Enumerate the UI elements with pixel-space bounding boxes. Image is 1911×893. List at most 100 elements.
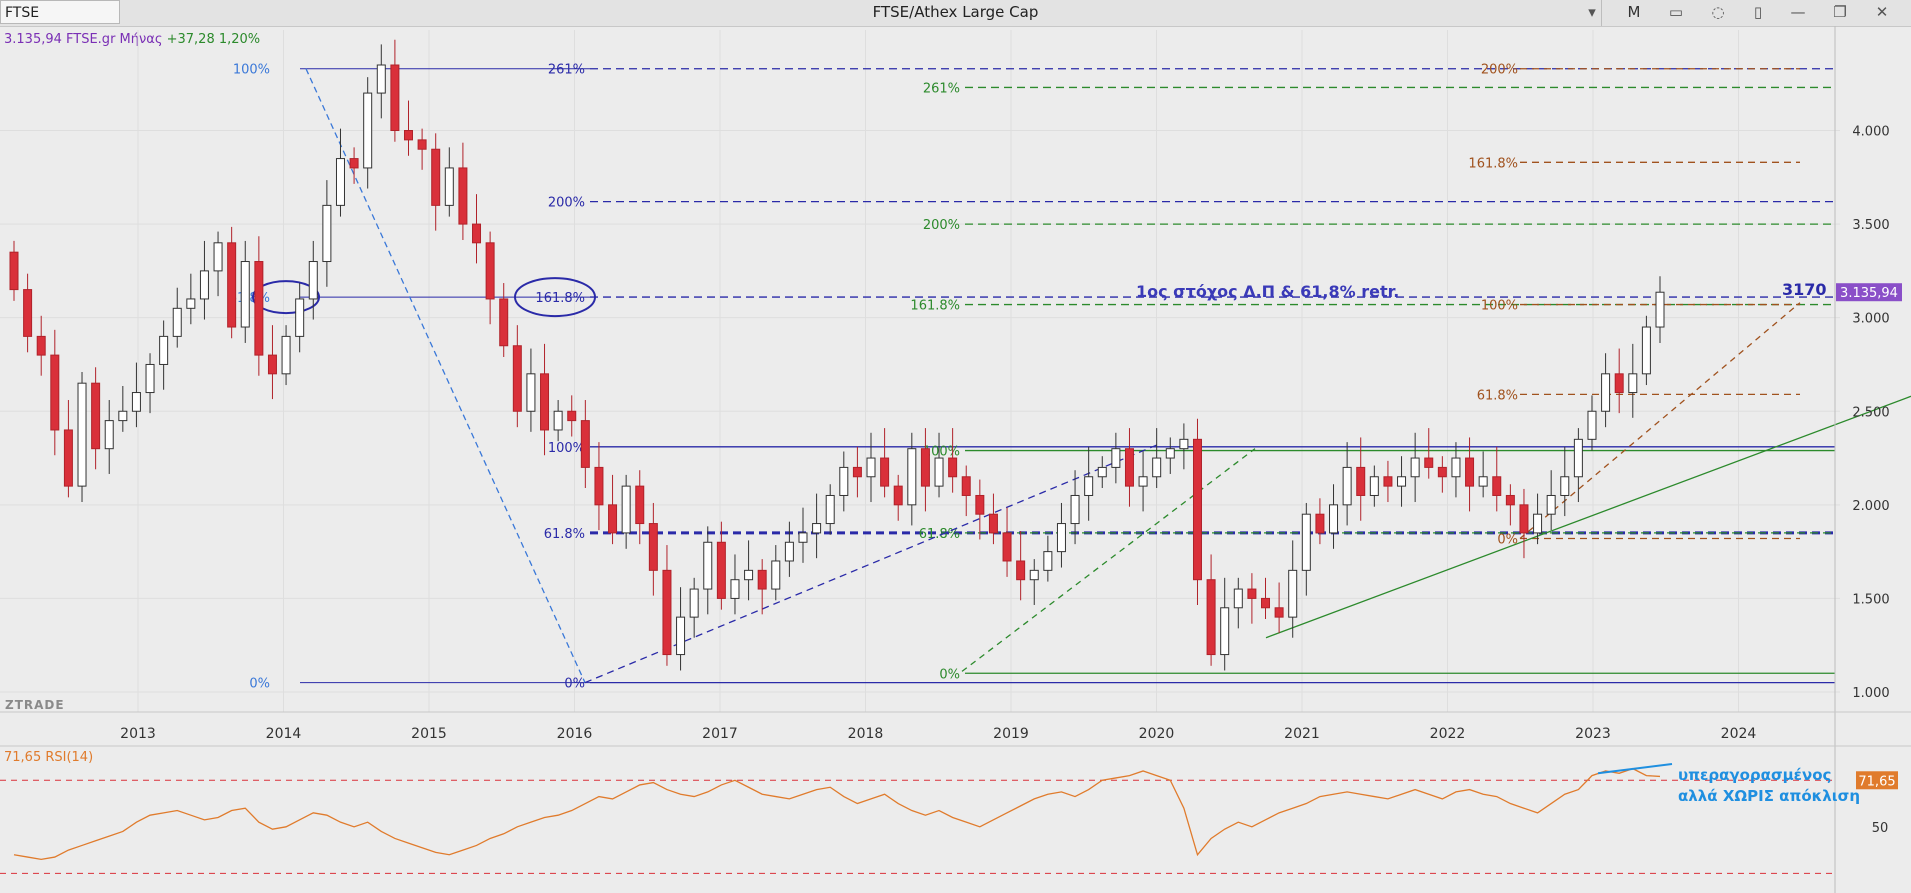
candle-body	[1519, 504, 1529, 534]
candle-body	[934, 457, 944, 487]
trend-line	[1265, 395, 1911, 639]
candle-body	[417, 139, 427, 150]
fib-label: 161.8%	[535, 291, 585, 306]
candle-body	[1329, 504, 1339, 534]
candle-body	[131, 392, 141, 412]
lock-icon[interactable]: ▯	[1753, 3, 1763, 21]
candle-body	[281, 335, 291, 375]
candle-body	[1437, 466, 1447, 478]
candle-body	[1546, 494, 1556, 515]
candle-body	[512, 345, 522, 412]
candle-body	[1097, 466, 1107, 478]
candle-body	[1369, 476, 1379, 496]
candle-body	[608, 504, 618, 534]
candle-body	[621, 485, 631, 534]
candle-body	[907, 448, 917, 506]
candle-body	[1342, 466, 1352, 506]
rsi-note-line2: αλλά ΧΩΡΙΣ απόκλιση	[1678, 787, 1861, 805]
fib-label: 100%	[923, 445, 960, 460]
candle-body	[757, 569, 767, 590]
candle-body	[335, 158, 345, 206]
divider	[1601, 0, 1602, 26]
candle-body	[1424, 457, 1434, 468]
candle-body	[730, 579, 740, 599]
minimize-icon[interactable]: —	[1790, 3, 1806, 21]
y-tick-label: 3.500	[1852, 218, 1889, 233]
candle-body	[1016, 560, 1026, 581]
candle-body	[1601, 373, 1611, 412]
comment-icon[interactable]: ◌	[1711, 3, 1725, 21]
candle-body	[1206, 579, 1216, 656]
candle-body	[648, 523, 658, 571]
candle-body	[1397, 476, 1407, 487]
candle-body	[1111, 448, 1121, 468]
quote-price: 3.135,94 FTSE.gr Μήνας	[4, 32, 163, 47]
fib-label: 100%	[1481, 299, 1518, 314]
fib-label: 100%	[548, 441, 585, 456]
candle-body	[322, 204, 332, 263]
x-tick-label: 2015	[411, 726, 447, 742]
candle-body	[403, 130, 413, 141]
candle-body	[254, 261, 264, 356]
candlestick-series	[9, 39, 1665, 671]
candle-body	[91, 382, 101, 450]
rsi-note: υπεραγορασμένος αλλά ΧΩΡΙΣ απόκλιση	[1678, 765, 1860, 807]
fib-label: 200%	[1481, 63, 1518, 78]
candle-body	[295, 298, 305, 337]
candle-body	[240, 261, 250, 328]
candle-body	[1274, 607, 1284, 618]
candle-body	[1288, 569, 1298, 618]
candle-body	[866, 457, 876, 478]
x-tick-label: 2021	[1284, 726, 1320, 742]
fib-label: 0%	[939, 667, 960, 682]
trend-line	[305, 68, 586, 683]
candle-body	[1655, 291, 1665, 328]
trend-line	[584, 444, 1158, 684]
restore-icon[interactable]: ❐	[1833, 3, 1847, 21]
y-tick-label: 1.000	[1852, 686, 1889, 701]
candle-body	[526, 373, 536, 412]
timeframe-button[interactable]: M	[1627, 3, 1641, 21]
candle-body	[540, 373, 550, 431]
x-tick-label: 2018	[848, 726, 884, 742]
candle-body	[458, 167, 468, 225]
candle-body	[1628, 373, 1638, 394]
candle-body	[376, 64, 386, 94]
candle-body	[784, 541, 794, 562]
candle-body	[1084, 476, 1094, 496]
candle-body	[961, 476, 971, 496]
dropdown-chevron-icon[interactable]: ▾	[1588, 3, 1596, 21]
candle-body	[1641, 326, 1651, 375]
candle-body	[145, 363, 155, 394]
fib-label: 61.8%	[544, 527, 585, 542]
candle-body	[1383, 476, 1393, 487]
window-icon[interactable]: ▭	[1668, 3, 1684, 21]
fibonacci-levels: 100% 61.8% 0% 261% 200% 161.8% 100% 61.8% 0% 261%…	[229, 63, 1835, 692]
candle-body	[444, 167, 454, 206]
candle-body	[1492, 476, 1502, 496]
quote-line: 3.135,94 FTSE.gr Μήνας +37,28 1,20%	[4, 32, 260, 47]
x-tick-label: 2024	[1721, 726, 1757, 742]
candle-body	[920, 448, 930, 487]
candle-body	[744, 569, 754, 581]
fib-label: 0%	[1497, 533, 1518, 548]
symbol-input[interactable]: FTSE	[0, 0, 120, 24]
rsi-trend-line	[1597, 762, 1673, 775]
candle-body	[1247, 588, 1257, 599]
candle-body	[716, 541, 726, 599]
chart-title: FTSE/Athex Large Cap	[872, 3, 1039, 21]
candle-body	[1070, 494, 1080, 525]
brand-watermark: ZTRADE	[5, 698, 65, 712]
candle-body	[703, 541, 713, 590]
candle-body	[567, 410, 577, 422]
candle-body	[63, 429, 73, 487]
circle-marker	[514, 277, 596, 318]
fib-label: 100%	[233, 63, 270, 78]
rsi-label: 71,65 RSI(14)	[4, 750, 94, 765]
fib-label: 200%	[923, 218, 960, 233]
close-icon[interactable]: ✕	[1875, 3, 1889, 21]
fib-label: 161.8%	[1468, 156, 1518, 171]
fib-label: 200%	[548, 196, 585, 211]
trend-lines	[305, 68, 1911, 684]
